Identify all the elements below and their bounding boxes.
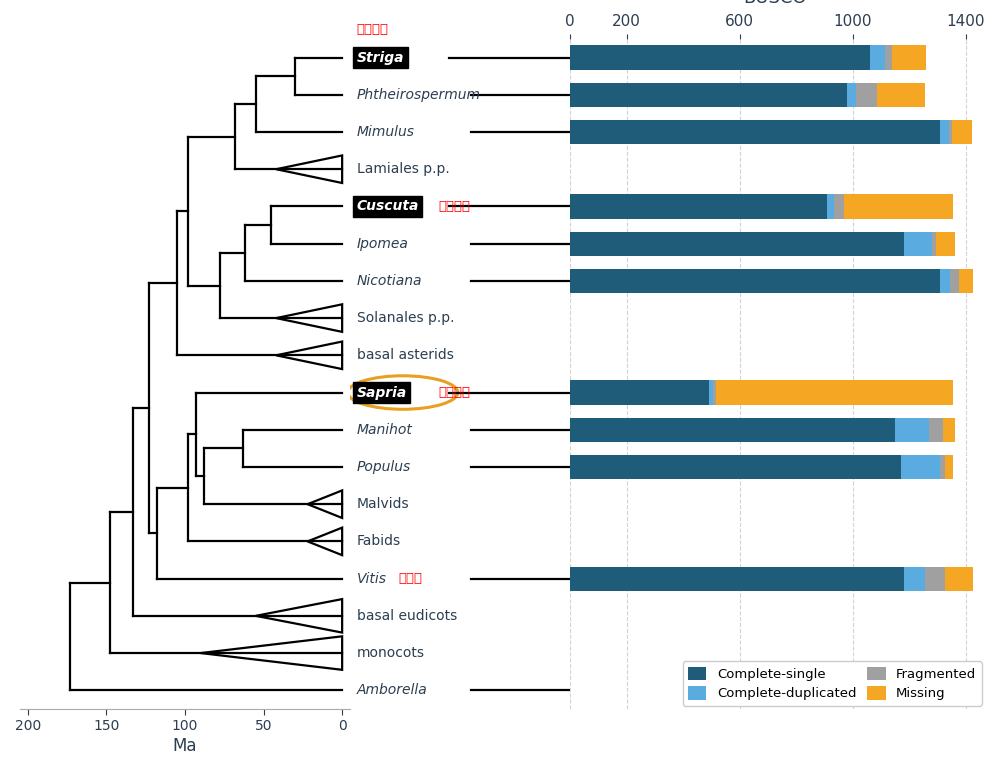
Bar [570, 45, 870, 69]
Bar [929, 418, 943, 442]
Bar [570, 120, 940, 144]
Bar [570, 231, 904, 256]
Text: Manihot: Manihot [357, 423, 412, 437]
X-axis label: Ma: Ma [173, 738, 197, 756]
Bar [901, 455, 940, 479]
Text: Ipomea: Ipomea [357, 237, 408, 251]
Text: Fabids: Fabids [357, 534, 401, 548]
Legend: Complete-single, Complete-duplicated, Fragmented, Missing: Complete-single, Complete-duplicated, Fr… [683, 661, 982, 706]
Text: 独脚金属: 独脚金属 [357, 23, 389, 36]
Bar [570, 269, 940, 293]
Bar [904, 231, 932, 256]
Text: 菟丝子属: 菟丝子属 [438, 200, 470, 213]
Bar [945, 455, 953, 479]
Polygon shape [276, 305, 342, 332]
Bar [940, 120, 949, 144]
Polygon shape [276, 341, 342, 369]
Text: Populus: Populus [357, 460, 411, 474]
Bar [570, 418, 895, 442]
Polygon shape [308, 527, 342, 555]
Bar [904, 566, 925, 590]
Text: Phtheirospermum: Phtheirospermum [357, 88, 481, 102]
Bar [940, 455, 945, 479]
Text: Nicotiana: Nicotiana [357, 274, 422, 288]
Text: Cuscuta: Cuscuta [357, 199, 419, 213]
Text: Amborella: Amborella [357, 683, 427, 697]
Title: BUSCO: BUSCO [743, 0, 807, 7]
Polygon shape [256, 599, 342, 633]
Bar [856, 83, 877, 107]
Text: 葡萄属: 葡萄属 [398, 572, 422, 585]
Polygon shape [308, 491, 342, 518]
Bar [959, 269, 973, 293]
Bar [952, 120, 972, 144]
Text: Mimulus: Mimulus [357, 125, 415, 139]
Bar [713, 380, 716, 404]
Bar [847, 83, 856, 107]
Bar [570, 455, 901, 479]
Polygon shape [201, 636, 342, 670]
Bar [895, 418, 929, 442]
Text: Vitis: Vitis [357, 572, 387, 586]
Bar [943, 418, 955, 442]
Bar [949, 120, 952, 144]
Bar [570, 566, 904, 590]
Bar [950, 269, 959, 293]
Bar [940, 269, 950, 293]
Bar [932, 231, 936, 256]
Bar [834, 194, 844, 219]
Text: Solanales p.p.: Solanales p.p. [357, 311, 454, 325]
Bar [570, 83, 847, 107]
Bar [870, 45, 885, 69]
Text: 寄生花属: 寄生花属 [438, 386, 470, 399]
Bar [936, 231, 955, 256]
Bar [925, 566, 945, 590]
Text: Lamiales p.p.: Lamiales p.p. [357, 162, 449, 176]
Text: basal asterids: basal asterids [357, 348, 453, 362]
Bar [892, 45, 926, 69]
Bar [877, 83, 925, 107]
Bar [844, 194, 953, 219]
Text: Striga: Striga [357, 51, 404, 65]
Bar [570, 194, 827, 219]
Bar [570, 380, 709, 404]
Text: Sapria: Sapria [357, 386, 407, 400]
Text: Malvids: Malvids [357, 497, 409, 511]
Bar [885, 45, 892, 69]
Text: monocots: monocots [357, 646, 425, 660]
Bar [945, 566, 973, 590]
Bar [827, 194, 834, 219]
Text: basal eudicots: basal eudicots [357, 609, 457, 623]
Bar [709, 380, 713, 404]
Polygon shape [276, 156, 342, 183]
Bar [716, 380, 953, 404]
